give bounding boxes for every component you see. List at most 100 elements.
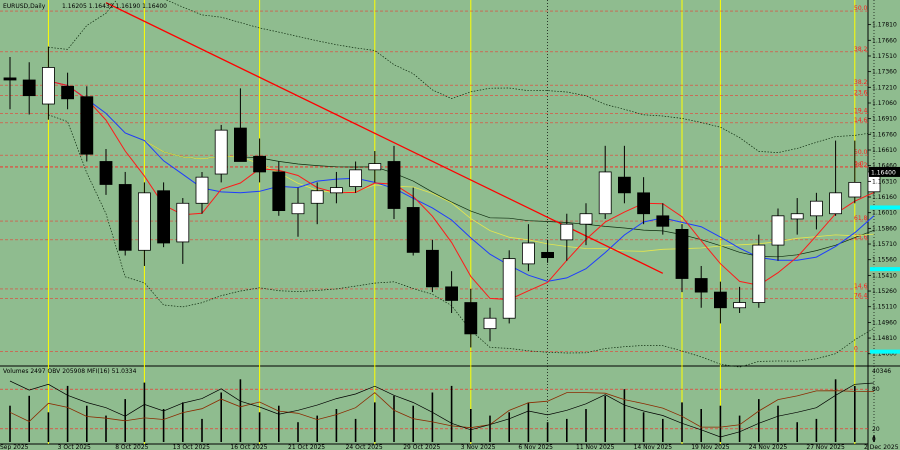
candle-body [253, 155, 267, 173]
mfi-line [9, 390, 875, 429]
candle-body [464, 302, 478, 335]
candle-body [387, 161, 401, 209]
fib-level-label: 0 [854, 346, 858, 353]
price-tick-label: 1.14810 [872, 335, 897, 342]
upper-band [48, 0, 875, 153]
candle-body [425, 249, 439, 288]
candle-body [810, 200, 823, 217]
candle-body [118, 184, 132, 251]
time-label: 24 Nov 2025 [749, 444, 788, 450]
candle-body [675, 229, 689, 279]
candle-body [291, 202, 305, 215]
current-price-box [869, 166, 900, 177]
time-label: 16 Oct 2025 [230, 444, 267, 450]
candle-body [61, 85, 74, 100]
candle-body [598, 171, 612, 215]
price-tick-label: 1.15560 [872, 257, 897, 264]
candle-body [272, 171, 286, 211]
candle-body [733, 302, 746, 309]
price-tick-label: 1.17360 [872, 69, 897, 76]
fib-level-label: 14.6 [854, 283, 868, 290]
time-label: 14 Nov 2025 [634, 444, 673, 450]
candle-body [541, 251, 554, 259]
cyan-marker [870, 267, 900, 272]
fib-level-label: 14.6 [854, 117, 868, 124]
price-tick-label: 1.16610 [872, 147, 897, 154]
candle-body [752, 244, 766, 303]
obv-line [9, 380, 875, 438]
candle-body [790, 213, 804, 220]
fib-level-label: 23.6 [854, 90, 868, 97]
ma-blue [48, 80, 875, 282]
mfi-tick-label: 80 [872, 386, 880, 393]
price-tick-label: 1.17660 [872, 37, 897, 44]
time-label: 13 Oct 2025 [173, 444, 210, 450]
candle-body [329, 187, 343, 194]
candle-body [483, 317, 497, 330]
candle-body [42, 67, 55, 105]
time-label: 21 Oct 2025 [288, 444, 325, 450]
time-label: 24 Oct 2025 [346, 444, 383, 450]
price-tick-label: 1.16910 [872, 116, 897, 123]
fib-level-label: 38.2 [854, 162, 868, 169]
candle-body [618, 176, 631, 194]
candle-body [502, 258, 516, 319]
current-price-label: 1.16400 [871, 169, 896, 176]
price-tick-label: 1.14660 [872, 351, 897, 358]
time-label: 3 Nov 2025 [461, 444, 496, 450]
candle-body [368, 163, 382, 171]
price-tick-label: 1.15410 [872, 272, 897, 279]
candle-body [310, 190, 324, 204]
price-tick-label: 1.16160 [872, 194, 897, 201]
cyan-marker [870, 205, 900, 210]
time-label: 6 Nov 2025 [518, 444, 553, 450]
volume-max-label: 40346 [872, 368, 891, 375]
candle-body [137, 192, 151, 251]
fib-level-label: 0.0 [854, 161, 864, 168]
candle-body [522, 242, 535, 265]
candle-body [848, 181, 862, 198]
candle-body [176, 202, 190, 243]
candle-body [771, 215, 785, 246]
fib-level-label: 38.2 [854, 79, 868, 86]
candle-body [445, 286, 459, 301]
time-label: 29 Oct 2025 [403, 444, 440, 450]
time-label: 3 Oct 2025 [58, 444, 91, 450]
fib-level-label: 38.2 [854, 46, 868, 53]
price-tick-label: 1.16460 [872, 163, 897, 170]
candle-body [22, 79, 36, 97]
ma-yellow [48, 80, 875, 252]
mfi-tick-label: 20 [872, 426, 880, 433]
candle-body [560, 223, 574, 241]
price-tick-label: 1.16760 [872, 131, 897, 138]
price-tick-label: 1.15260 [872, 288, 897, 295]
cyan-marker [870, 349, 900, 354]
ohlc-label: 1.16205 1.16432 1.16190 1.16400 [62, 3, 167, 10]
candle-body [99, 161, 113, 185]
price-tick-label: 1.17060 [872, 100, 897, 107]
price-tick-label: 1.14960 [872, 319, 897, 326]
price-tick-label: 1.15860 [872, 225, 897, 232]
fib-level-label: 50.0 [854, 149, 868, 156]
price-tick-label: 1.17810 [872, 22, 897, 29]
candle-body [80, 96, 94, 155]
price-tick-label: 1.16310 [872, 178, 897, 185]
fib-level-label: 50.0 [854, 5, 868, 12]
candle-body [195, 176, 209, 204]
candle-body [233, 127, 247, 162]
candle-body [214, 129, 228, 175]
price-tick-label: 1.15710 [872, 241, 897, 248]
price-tick-label: 1.16010 [872, 210, 897, 217]
time-label: 2 Dec 2025 [864, 444, 899, 450]
candle-body [694, 278, 708, 293]
time-label: Sep 2025 [0, 444, 29, 450]
candle-body [349, 169, 363, 187]
time-label: 11 Nov 2025 [576, 444, 615, 450]
candle-body [714, 291, 727, 309]
mfi-tick-label: 0 [872, 436, 876, 443]
candle-body [157, 190, 171, 244]
candle-body [637, 192, 650, 215]
time-label: 19 Nov 2025 [691, 444, 730, 450]
